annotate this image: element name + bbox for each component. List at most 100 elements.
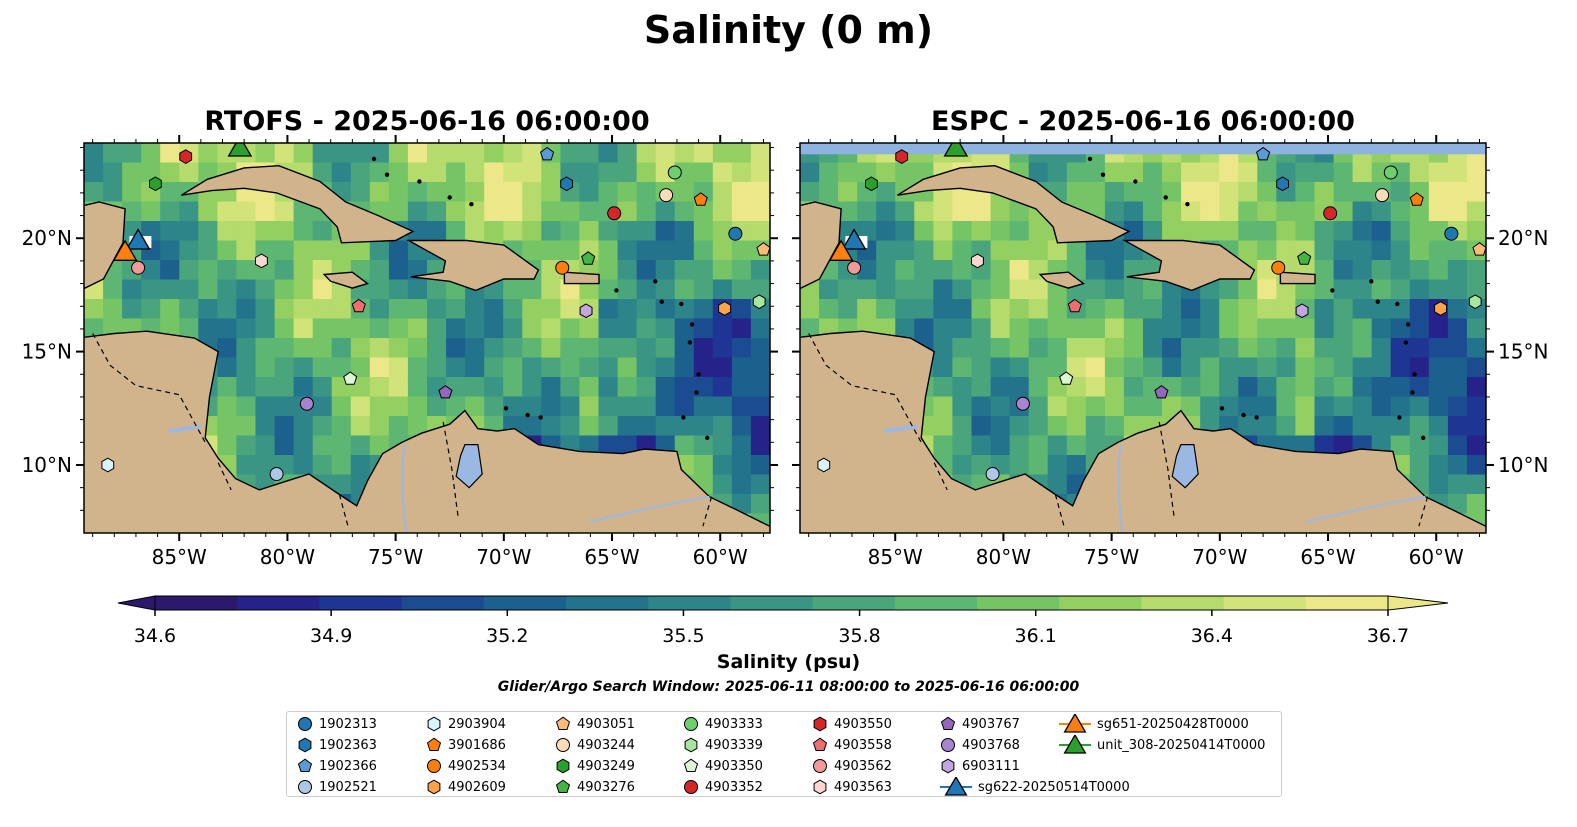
legend-swatch [427,716,441,732]
marker-unit_308-20250414T0000 [1063,735,1087,754]
small-island [1100,172,1106,177]
landmass [84,201,126,290]
rtofs-platform-markers [101,143,770,482]
marker-4903276 [581,251,596,265]
marker-4903244 [659,188,674,203]
colorbar-extend-high [1387,595,1449,611]
marker-4903562 [813,759,827,773]
legend-swatch [426,737,442,751]
legend-item: 4903244 [555,735,635,755]
small-island [525,412,530,418]
marker-4903350 [1059,371,1074,385]
marker-4903767 [940,716,956,730]
small-island [1403,340,1409,345]
small-island [1087,156,1093,162]
magdalena-river [1117,444,1124,533]
marker-1902363 [560,176,573,192]
espc-map-panel: 85°W 80°W 75°W 70°W 65°W 60°W 10°N 15°N 20°N [792,135,1548,569]
magdalena-river [401,444,408,533]
legend-label: 1902366 [319,758,377,774]
small-island [1412,372,1417,377]
legend-label: 4903339 [705,737,763,753]
small-island [447,195,452,200]
marker-4903339 [752,294,766,310]
marker-4903550 [895,149,909,164]
colorbar-tick-label: 36.4 [1191,625,1233,647]
marker-4903339 [684,737,698,753]
x-tick-label: 60°W [693,545,748,569]
marker-4903767 [438,384,453,399]
rtofs-map-panel: 85°W 80°W 75°W 70°W 65°W 60°W 10°N 15°N 20°N [22,135,778,569]
rtofs-frame [83,142,771,534]
marker-sg622-20250514T0000 [841,228,867,250]
marker-4903333 [1383,165,1398,180]
colorbar-segment [812,596,896,610]
marker-4903276 [555,779,571,793]
marker-4903558 [812,737,828,751]
colorbar-segment [319,596,403,610]
colorbar-tick-label: 35.5 [662,625,704,647]
figure-title: Salinity (0 m) [643,8,934,52]
legend-swatch [427,779,441,795]
legend-label: 4902534 [448,758,506,774]
landmass [1038,271,1086,289]
marker-4902609 [1434,301,1447,316]
x-tick-label: 80°W [976,545,1031,569]
small-island [1254,415,1259,420]
marker-2903904 [101,457,115,473]
legend-label: 1902521 [319,779,377,795]
legend-swatch [555,716,571,730]
marker-4903562 [131,260,146,275]
legend-label: 4903558 [834,737,892,753]
orinoco-river [1306,495,1426,523]
marker-4903558 [1067,298,1082,313]
marker-4903333 [667,165,682,180]
legend-swatch [683,758,699,772]
colorbar-frame [154,595,1389,611]
small-island [681,415,686,420]
espc-northern-mask [800,143,1486,155]
colorbar-segment [648,596,731,610]
marker-4903768 [1015,396,1030,411]
small-island [1241,412,1246,418]
legend-swatch [1059,714,1091,733]
landmass [322,271,370,289]
marker-4903249 [556,758,570,774]
marker-4903051 [1472,242,1486,256]
legend-label: 4903350 [705,758,763,774]
legend-swatch [684,717,698,731]
legend-label: unit_308-20250414T0000 [1097,737,1266,753]
small-island [1421,435,1426,440]
small-island [1397,415,1402,420]
marker-4903768 [299,396,314,411]
marker-4903563 [971,253,984,269]
marker-4903350 [683,758,699,772]
legend: 1902313 1902363 1902366 1902521 2903904 39016… [286,711,1282,797]
colorbar-extend-low [117,595,156,611]
legend-item: 3901686 [426,735,506,755]
legend-item: 2903904 [426,714,506,734]
colorbar-tick-label: 35.2 [486,625,528,647]
legend-item: sg622-20250514T0000 [940,777,1130,797]
legend-item: 4903562 [812,756,892,776]
small-island [1330,288,1335,293]
espc-panel-title: ESPC - 2025-06-16 06:00:00 [931,106,1355,137]
small-island [1375,299,1381,304]
x-tick-label: 65°W [1300,545,1355,569]
marker-4903244 [556,738,570,752]
marker-2903904 [427,716,441,732]
small-island [1395,301,1400,307]
landmass [800,201,842,290]
small-island [1405,322,1411,327]
legend-label: 4902609 [448,779,506,795]
legend-item: 6903111 [940,756,1020,776]
marker-4903563 [255,253,268,269]
legend-item: 4903558 [812,735,892,755]
small-island [417,179,422,184]
rtofs-panel-title: RTOFS - 2025-06-16 06:00:00 [204,106,650,137]
legend-item: 4903276 [555,777,635,797]
colorbar-segment [566,596,649,610]
legend-label: 4903550 [834,716,892,732]
legend-item: 1902313 [297,714,377,734]
